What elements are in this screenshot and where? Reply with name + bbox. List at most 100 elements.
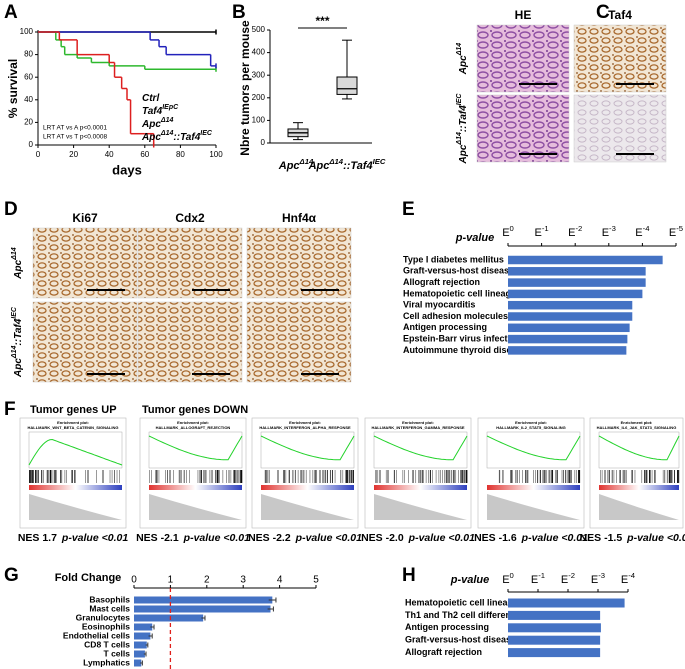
y-tick-label: Type I diabetes mellitus (403, 254, 504, 264)
gsea-header: Enrichment plot: (402, 420, 434, 425)
panel-letter: F (4, 399, 16, 420)
p-value: p-value <0.01 (61, 532, 128, 544)
annotation: LRT AT vs T p<0.0008 (43, 134, 108, 141)
x-tick-label-part: -2 (568, 571, 575, 580)
y-tick-label: 100 (252, 116, 266, 125)
gsea-rank-bar (374, 485, 467, 490)
panel-letter: G (4, 565, 19, 586)
x-tick-label: E-1 (531, 571, 545, 586)
y-tick-label: Epstein-Barr virus infection (403, 333, 521, 343)
y-tick-label: Hematopoietic cell lineage (403, 288, 516, 298)
y-tick-label: Hematopoietic cell lineage (405, 597, 518, 607)
nes: NES -1.5 (580, 532, 623, 544)
gsea-header: Enrichment plot: (177, 420, 209, 425)
p-value: p-value <0.01 (295, 532, 362, 544)
row-label-part: Δ14 (11, 247, 18, 261)
gsea-curve (598, 435, 680, 461)
bar (134, 623, 153, 631)
gsea-rank-bar (149, 485, 242, 490)
bar (508, 312, 633, 321)
x-tick-label-part: E (502, 227, 509, 239)
y-tick-label: Allograft rejection (405, 647, 482, 657)
panel-letter: E (402, 199, 415, 220)
y-tick-label: Antigen processing (405, 622, 489, 632)
x-tick-label: 3 (240, 575, 246, 586)
x-tick-label: E0 (502, 571, 514, 586)
legend-entry: ApcΔ14::Taf4IEC (141, 130, 213, 142)
legend-entry-part: IEpC (162, 104, 179, 111)
gsea-curve (260, 435, 355, 461)
x-tick-label-part: Apc (278, 160, 300, 172)
y-tick-label: Graft-versus-host disease (403, 266, 514, 276)
x-tick-label-part: -2 (575, 224, 582, 233)
gsea-curve (148, 435, 243, 461)
row-label: ApcΔ14 (456, 43, 468, 75)
y-tick-label: Allograft rejection (403, 277, 480, 287)
column-header: Ki67 (72, 211, 98, 225)
y-tick-label: Granulocytes (76, 612, 131, 622)
micrograph (246, 301, 352, 383)
y-tick-label: 100 (20, 27, 34, 36)
y-tick-label: Cell adhesion molecules (403, 311, 508, 321)
x-tick-label: 2 (204, 575, 210, 586)
bar (508, 300, 633, 310)
x-tick-label-part: -5 (676, 224, 683, 233)
micrograph (32, 301, 138, 383)
gsea-ranked-metric (149, 494, 242, 520)
annotation: LRT AT vs A p<0.0001 (43, 125, 107, 132)
y-tick-label: 400 (252, 48, 266, 57)
gsea-caption: NES -1.6 p-value <0.01 (474, 532, 588, 544)
gsea-header: Enrichment plot: (621, 420, 653, 425)
x-tick-label-part: -3 (598, 571, 605, 580)
legend-entry-part: Ctrl (142, 93, 159, 104)
gsea-ranked-metric (374, 494, 467, 520)
bar (508, 598, 625, 608)
gsea-title: HALLMARK_INTERFERON_ALPHA_RESPONSE (259, 425, 351, 430)
gsea-plot (373, 431, 468, 469)
legend-entry-part: ::Taf4 (173, 132, 200, 143)
p-value: p-value <0.01 (183, 532, 250, 544)
y-tick-label: Endothelial cells (63, 630, 130, 640)
gsea-title: HALLMARK_INTERFERON_GAMMA_RESPONSE (371, 425, 464, 430)
gsea-caption: NES -1.5p-value <0.02 (580, 532, 685, 544)
legend-entry-part: Apc (141, 119, 161, 130)
y-tick-label: Th1 and Th2 cell differentiation (405, 610, 538, 620)
row-label-part: IEC (456, 93, 463, 106)
x-tick-label: E-2 (561, 571, 575, 586)
x-tick-label: 60 (140, 150, 149, 159)
panel-letter: C (596, 2, 610, 23)
gsea-ranked-metric (261, 494, 354, 520)
x-axis-label: days (112, 162, 142, 177)
x-tick-label-part: ::Taf4 (343, 160, 373, 172)
bar (508, 323, 630, 333)
gsea-ranked-metric (599, 494, 679, 520)
x-tick-label-part: Δ14 (299, 157, 314, 166)
row-label-part: ::Taf4 (458, 105, 469, 132)
bar (508, 635, 601, 645)
micrograph (137, 227, 243, 299)
x-tick-label: E0 (502, 224, 514, 239)
y-tick-label: 200 (252, 93, 266, 102)
x-axis-label: Fold Change (55, 572, 122, 584)
gsea-plot (598, 431, 680, 469)
gsea-ranked-metric (487, 494, 580, 520)
micrograph (476, 24, 570, 93)
bar (508, 610, 601, 620)
x-tick-label: E-4 (621, 571, 636, 586)
x-tick-label: 0 (131, 575, 137, 586)
bar (134, 659, 142, 667)
gsea-header: Enrichment plot: (57, 420, 89, 425)
group-label: Tumor genes DOWN (142, 404, 248, 416)
x-tick-label-part: -3 (609, 224, 616, 233)
x-tick-label-part: E (561, 574, 568, 586)
row-label-part: Δ14 (11, 345, 18, 359)
x-tick-label-part: E (602, 227, 609, 239)
y-tick-label: Eosinophils (82, 621, 130, 631)
legend-entry: ApcΔ14 (141, 117, 173, 129)
gsea-title: HALLMARK_WNT_BETA_CATENIN_SIGNALING (28, 425, 119, 430)
x-axis-label: p-value (450, 574, 490, 586)
bar (508, 289, 643, 299)
gsea-caption: NES -2.0 p-value <0.01 (361, 532, 475, 544)
x-tick-label: 0 (36, 150, 41, 159)
